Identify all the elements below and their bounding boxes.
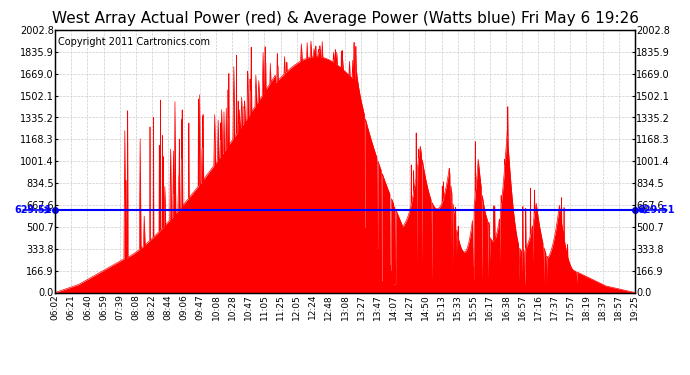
Text: 629.51: 629.51: [638, 205, 676, 215]
Text: Copyright 2011 Cartronics.com: Copyright 2011 Cartronics.com: [58, 37, 210, 46]
Text: West Array Actual Power (red) & Average Power (Watts blue) Fri May 6 19:26: West Array Actual Power (red) & Average …: [52, 11, 638, 26]
Text: 629.51: 629.51: [14, 205, 52, 215]
